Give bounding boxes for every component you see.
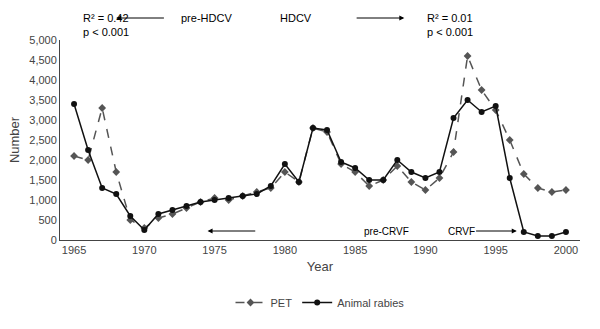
svg-text:2,500: 2,500 <box>29 134 57 146</box>
svg-text:2000: 2000 <box>554 244 578 256</box>
svg-text:p < 0.001: p < 0.001 <box>427 26 473 38</box>
svg-text:1970: 1970 <box>132 244 156 256</box>
svg-text:R² = 0.01: R² = 0.01 <box>427 12 473 24</box>
svg-text:PET: PET <box>271 297 293 309</box>
svg-text:3,000: 3,000 <box>29 114 57 126</box>
svg-text:pre-CRVF: pre-CRVF <box>364 226 409 237</box>
svg-text:1965: 1965 <box>62 244 86 256</box>
svg-text:1,000: 1,000 <box>29 194 57 206</box>
svg-text:5,000: 5,000 <box>29 34 57 46</box>
svg-text:p < 0.001: p < 0.001 <box>83 26 129 38</box>
svg-text:1980: 1980 <box>273 244 297 256</box>
svg-text:Animal rabies: Animal rabies <box>337 297 404 309</box>
svg-text:2,000: 2,000 <box>29 154 57 166</box>
svg-text:R² = 0.42: R² = 0.42 <box>83 12 129 24</box>
svg-text:Number: Number <box>7 116 22 163</box>
svg-text:4,000: 4,000 <box>29 74 57 86</box>
svg-text:1,500: 1,500 <box>29 174 57 186</box>
svg-text:HDCV: HDCV <box>280 12 312 24</box>
svg-text:CRVF: CRVF <box>448 226 475 237</box>
svg-text:4,500: 4,500 <box>29 54 57 66</box>
svg-text:3,500: 3,500 <box>29 94 57 106</box>
svg-text:500: 500 <box>38 214 56 226</box>
svg-text:1985: 1985 <box>343 244 367 256</box>
svg-text:1975: 1975 <box>202 244 226 256</box>
svg-text:0: 0 <box>51 234 57 246</box>
svg-text:pre-HDCV: pre-HDCV <box>181 12 232 24</box>
svg-text:Year: Year <box>307 259 334 274</box>
svg-text:1995: 1995 <box>483 244 507 256</box>
svg-text:1990: 1990 <box>413 244 437 256</box>
